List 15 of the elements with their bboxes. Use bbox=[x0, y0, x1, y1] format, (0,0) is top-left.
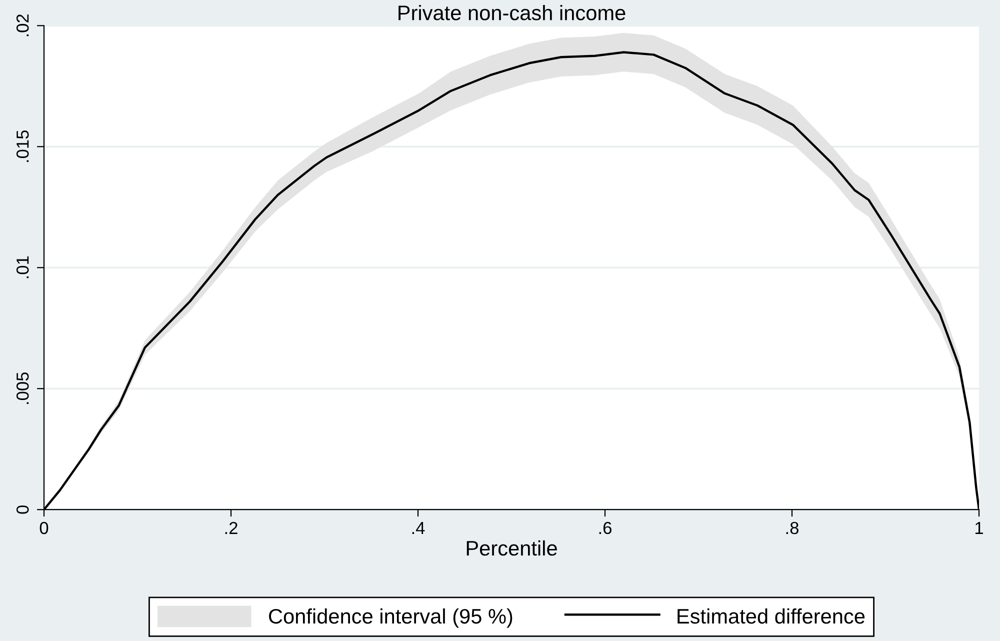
y-tick-label: .015 bbox=[16, 130, 29, 162]
y-tick-label: 0 bbox=[16, 505, 29, 514]
x-tick-label: .4 bbox=[412, 522, 425, 534]
y-tick-label: .005 bbox=[16, 372, 29, 404]
y-tick-label: .02 bbox=[16, 14, 29, 36]
x-axis-title: Percentile bbox=[466, 540, 557, 556]
x-tick-label: .2 bbox=[225, 522, 238, 534]
x-tick-label: 1 bbox=[975, 522, 983, 534]
legend-label: Estimated difference bbox=[678, 608, 865, 624]
x-tick-label: .8 bbox=[786, 522, 798, 534]
x-tick-label: 0 bbox=[40, 522, 48, 534]
y-tick-label: .01 bbox=[16, 256, 29, 278]
chart-title: Private non-cash income bbox=[398, 4, 626, 20]
x-tick-label: .6 bbox=[599, 522, 612, 534]
legend-label: Confidence interval (95 %) bbox=[269, 608, 512, 628]
